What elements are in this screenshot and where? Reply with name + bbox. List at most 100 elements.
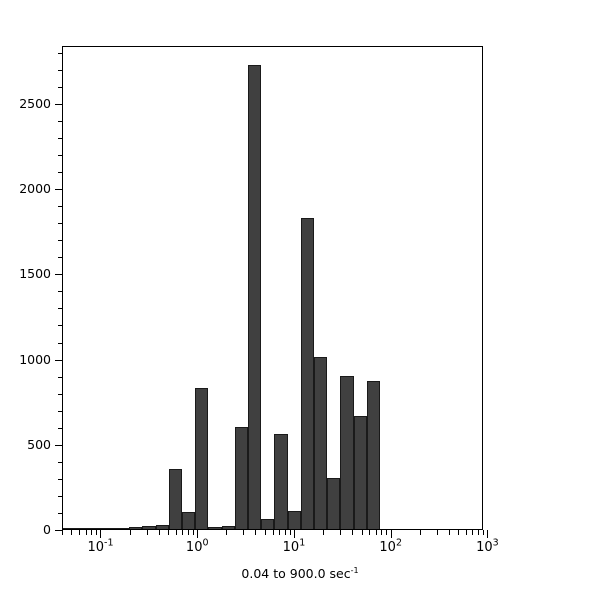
x-axis-tick-label: 10-1: [87, 538, 113, 555]
x-axis-tick-label: 101: [282, 537, 306, 555]
y-axis-tick: [55, 103, 62, 105]
histogram-bar: [208, 526, 222, 529]
x-axis-minor-tick: [465, 530, 467, 535]
y-axis-minor-tick: [58, 512, 62, 514]
y-axis-minor-tick: [58, 86, 62, 88]
histogram-bar: [155, 524, 169, 529]
y-axis-minor-tick: [58, 291, 62, 293]
histogram-bar: [142, 525, 156, 529]
y-axis-tick: [55, 444, 62, 446]
x-axis-minor-tick: [182, 530, 184, 535]
histogram-bar: [234, 426, 248, 529]
x-axis-minor-tick: [369, 530, 371, 535]
x-axis-minor-tick: [192, 530, 194, 535]
y-axis-minor-tick: [58, 155, 62, 157]
x-axis-minor-tick: [96, 530, 98, 535]
x-axis-minor-tick: [352, 530, 354, 535]
y-axis-tick: [55, 189, 62, 191]
x-axis-tick-label: 100: [186, 537, 209, 555]
x-axis-minor-tick: [419, 530, 421, 535]
x-tick-exponent: 1: [299, 537, 306, 549]
y-axis-minor-tick: [58, 138, 62, 140]
x-axis-minor-tick: [483, 530, 484, 535]
y-axis-tick-label: 2500: [19, 95, 51, 111]
histogram-bar: [248, 65, 262, 529]
x-axis-minor-tick: [146, 530, 148, 535]
x-axis-minor-tick: [79, 530, 81, 535]
x-axis-label-text: 0.04 to 900.0 sec: [241, 566, 351, 581]
histogram-bar: [221, 525, 235, 529]
y-axis-minor-tick: [58, 342, 62, 344]
x-axis-minor-tick: [91, 530, 93, 535]
histogram-bar: [314, 356, 328, 529]
x-axis-minor-tick: [264, 530, 266, 535]
x-axis-minor-tick: [187, 530, 189, 535]
y-axis-tick-label: 0: [43, 521, 51, 537]
x-axis-tick-label: 102: [379, 537, 402, 555]
x-tick-exponent: 0: [202, 537, 209, 549]
x-axis-tick-label: 103: [476, 537, 499, 555]
y-axis-minor-tick: [58, 52, 62, 54]
y-axis-minor-tick: [58, 393, 62, 395]
x-axis-label: 0.04 to 900.0 sec-1: [0, 566, 600, 581]
x-tick-exponent: 2: [395, 537, 402, 549]
x-tick-mantissa: 10: [87, 540, 105, 555]
y-axis-minor-tick: [58, 120, 62, 122]
x-axis-minor-tick: [168, 530, 170, 535]
y-axis-minor-tick: [58, 172, 62, 174]
x-tick-mantissa: 10: [282, 540, 300, 555]
histogram-bar: [300, 217, 315, 529]
histogram-bar: [115, 527, 130, 529]
histogram-bar: [261, 518, 275, 529]
y-axis-minor-tick: [58, 495, 62, 497]
y-axis-minor-tick: [58, 410, 62, 412]
x-axis-minor-tick: [175, 530, 177, 535]
y-axis-tick-label: 2000: [19, 180, 51, 196]
x-axis-minor-tick: [243, 530, 245, 535]
y-axis-minor-tick: [58, 308, 62, 310]
y-axis-minor-tick: [58, 325, 62, 327]
x-axis-minor-tick: [85, 530, 87, 535]
x-axis: 0.04 to 900.0 sec-1 10-1 100 101 102 103: [0, 530, 600, 600]
x-axis-minor-tick: [278, 530, 280, 535]
x-axis-minor-tick: [340, 530, 342, 535]
x-axis-label-exponent: -1: [350, 565, 359, 575]
y-axis-minor-tick: [58, 376, 62, 378]
histogram-bar: [195, 387, 209, 529]
x-tick-exponent: 3: [492, 537, 499, 549]
y-axis-minor-tick: [58, 240, 62, 242]
x-axis-minor-tick: [272, 530, 274, 535]
histogram-bar: [340, 376, 354, 529]
x-axis-minor-tick: [284, 530, 286, 535]
x-axis-minor-tick: [478, 530, 480, 535]
x-axis-minor-tick: [436, 530, 438, 535]
x-axis-tick: [197, 530, 199, 538]
x-axis-minor-tick: [323, 530, 325, 535]
histogram-bar: [63, 527, 77, 529]
y-axis-tick-label: 1000: [19, 351, 51, 367]
y-axis-tick-label: 1500: [19, 266, 51, 282]
histogram-bar: [89, 527, 103, 529]
x-axis-tick: [487, 530, 489, 538]
histogram-bar: [76, 527, 90, 529]
histogram-bar: [168, 468, 182, 529]
x-axis-minor-tick: [289, 530, 291, 535]
x-axis-minor-tick: [458, 530, 460, 535]
x-axis-minor-tick: [255, 530, 257, 535]
y-axis-tick: [55, 274, 62, 276]
histogram-bar: [129, 526, 143, 529]
y-axis-minor-tick: [58, 461, 62, 463]
x-tick-mantissa: 10: [476, 540, 493, 555]
x-axis-minor-tick: [62, 530, 63, 535]
y-axis-tick: [55, 530, 62, 531]
x-axis-minor-tick: [375, 530, 377, 535]
x-axis-minor-tick: [361, 530, 363, 535]
histogram-bar: [102, 527, 116, 529]
x-axis-minor-tick: [448, 530, 450, 535]
x-axis-tick: [293, 530, 295, 538]
x-axis-tick: [100, 530, 102, 538]
plot-area: [62, 46, 483, 530]
histogram-bar: [181, 511, 196, 529]
y-axis-tick: [55, 359, 62, 361]
